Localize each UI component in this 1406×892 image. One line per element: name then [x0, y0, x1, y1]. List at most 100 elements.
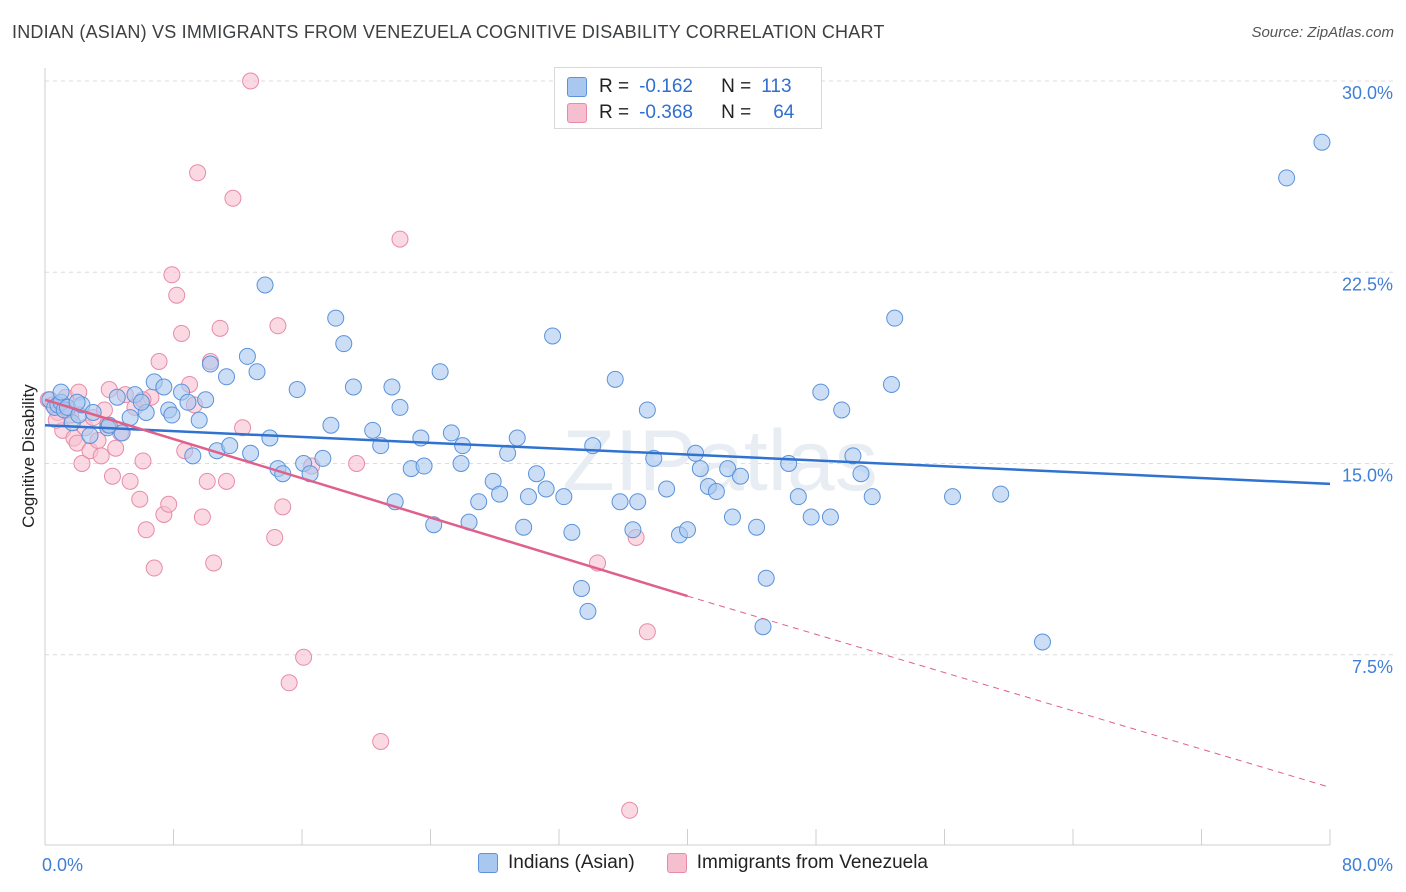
indian-point	[470, 493, 488, 511]
indian-point	[944, 488, 962, 506]
x-tick-label: 0.0%	[42, 855, 83, 875]
blue-swatch	[567, 77, 587, 97]
venezuela-point	[638, 623, 656, 641]
venezuela-point	[266, 528, 284, 546]
venezuela-point	[280, 674, 298, 692]
indian-point	[515, 518, 533, 536]
r-label: R =	[599, 102, 630, 123]
venezuela-point	[103, 467, 121, 485]
venezuela-point	[224, 189, 242, 207]
indian-point	[638, 401, 656, 419]
stats-legend-row-venezuela: R = -0.368 N = 64	[567, 100, 794, 126]
blue-swatch	[478, 853, 498, 873]
indian-trend-line	[44, 424, 1331, 486]
y-tick-label: 7.5%	[1352, 657, 1393, 677]
y-tick-labels: 7.5% 15.0% 22.5% 30.0%	[1342, 83, 1393, 677]
indian-point	[1278, 169, 1296, 187]
indian-point	[863, 488, 881, 506]
indian-point	[108, 388, 126, 406]
indian-point	[431, 363, 449, 381]
venezuela-point	[193, 508, 211, 526]
indian-point	[201, 355, 219, 373]
stats-legend: R = -0.162 N = 113 R = -0.368 N = 64	[554, 67, 822, 129]
indian-point	[579, 602, 597, 620]
venezuela-point	[391, 230, 409, 248]
indian-point	[732, 467, 750, 485]
venezuela-point	[137, 521, 155, 539]
r-value: -0.162	[639, 76, 693, 97]
venezuela-point	[121, 472, 139, 490]
indian-point	[519, 488, 537, 506]
indian-point	[391, 398, 409, 416]
venezuela-point	[160, 495, 178, 513]
grid	[45, 80, 1393, 656]
trend-lines	[44, 398, 1331, 788]
x-tick-label: 80.0%	[1342, 855, 1393, 875]
indian-point	[852, 465, 870, 483]
indian-point	[442, 424, 460, 442]
indian-point	[179, 393, 197, 411]
indian-point	[218, 368, 236, 386]
indian-point	[248, 363, 266, 381]
indian-point	[812, 383, 830, 401]
indian-point	[821, 508, 839, 526]
venezuela-point	[168, 286, 186, 304]
indian-point	[537, 480, 555, 498]
axes	[44, 68, 1331, 846]
venezuela-point	[218, 472, 236, 490]
indian-point	[757, 569, 775, 587]
indian-point	[992, 485, 1010, 503]
indian-point	[155, 378, 173, 396]
n-value: 113	[761, 76, 792, 97]
indian-point	[197, 391, 215, 409]
legend-label: Immigrants from Venezuela	[696, 852, 928, 873]
indian-point	[81, 426, 99, 444]
indian-point	[190, 411, 208, 429]
indian-point	[335, 335, 353, 353]
venezuela-point	[269, 317, 287, 335]
indian-point	[802, 508, 820, 526]
indian-point	[508, 429, 526, 447]
indian-point	[1313, 133, 1331, 151]
indian-point	[242, 444, 260, 462]
stats-legend-row-indian: R = -0.162 N = 113	[567, 74, 792, 100]
indian-point	[327, 309, 345, 327]
r-value: -0.368	[639, 102, 693, 123]
indian-point	[1033, 633, 1051, 651]
indian-point	[491, 485, 509, 503]
indian-point	[383, 378, 401, 396]
venezuela-point	[150, 353, 168, 370]
chart-title: INDIAN (ASIAN) VS IMMIGRANTS FROM VENEZU…	[12, 22, 885, 42]
n-label: N =	[721, 76, 752, 97]
venezuela-point	[205, 554, 223, 572]
y-tick-label: 22.5%	[1342, 274, 1393, 294]
indian-point	[687, 444, 705, 462]
indian-point	[221, 437, 239, 455]
indian-point	[611, 493, 629, 511]
source-label: Source: ZipAtlas.com	[1251, 24, 1394, 41]
pink-swatch	[666, 853, 687, 873]
indian-point	[719, 460, 737, 478]
indian-point	[132, 393, 150, 411]
indian-point	[344, 378, 362, 396]
venezuela-point	[211, 319, 229, 337]
indian-point	[52, 383, 70, 401]
venezuela-point	[163, 266, 181, 284]
legend-label: Indians (Asian)	[508, 852, 635, 873]
indian-point	[288, 381, 306, 399]
venezuela-trend-extension	[687, 595, 1331, 788]
venezuela-point	[173, 324, 191, 342]
indian-point	[238, 347, 256, 365]
n-label: N =	[721, 102, 752, 123]
series-legend: Indians (Asian) Immigrants from Venezuel…	[0, 852, 1406, 874]
indian-point	[679, 521, 696, 539]
venezuela-point	[107, 439, 125, 457]
indian-point	[184, 447, 202, 465]
y-axis-title: Cognitive Disability	[19, 384, 38, 528]
venezuela-point	[242, 72, 260, 90]
indian-point	[528, 465, 546, 483]
indian-point	[322, 416, 340, 434]
y-tick-label: 15.0%	[1342, 466, 1393, 486]
venezuela-point	[73, 455, 91, 472]
